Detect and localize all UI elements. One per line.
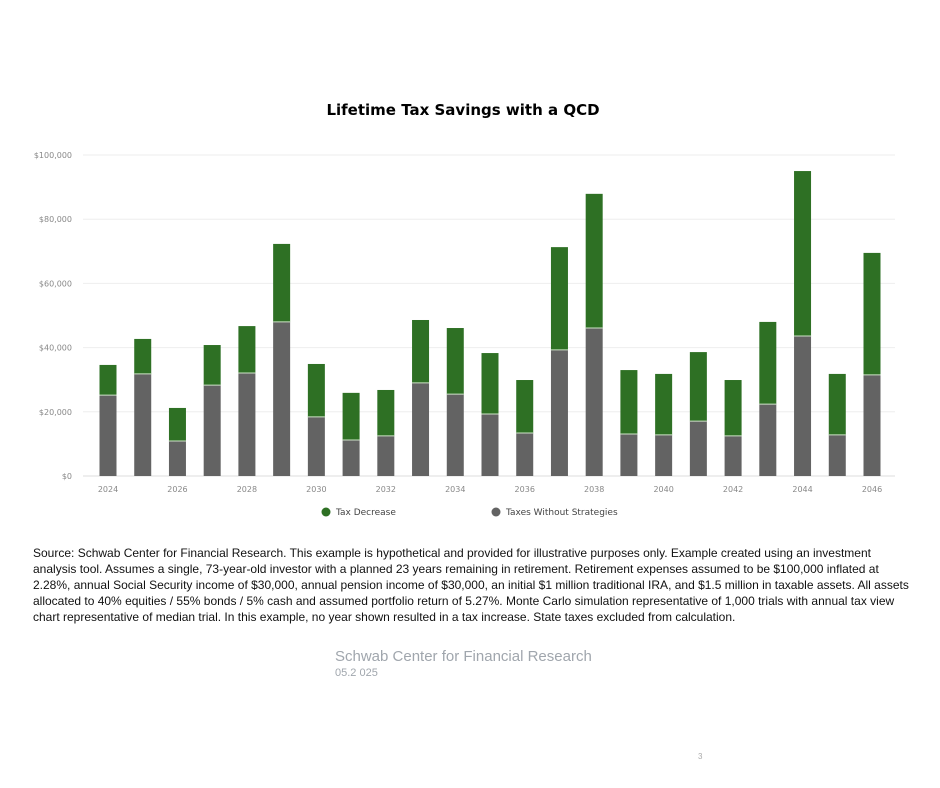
bar-taxes-without-strategies [585,328,603,476]
bar-tax-decrease [794,171,812,337]
bar-tax-decrease [724,380,742,436]
bar-taxes-without-strategies [863,374,881,476]
bar-taxes-without-strategies [516,432,534,476]
bar-taxes-without-strategies [342,440,360,476]
bar-taxes-without-strategies [550,349,568,476]
bar-taxes-without-strategies [655,434,673,476]
legend-marker [491,507,501,517]
y-tick-label: $60,000 [39,279,72,288]
bar-tax-decrease [759,321,777,405]
bar-tax-decrease [99,364,117,396]
bar-taxes-without-strategies [134,373,152,476]
bar-tax-decrease [481,353,499,415]
x-tick-label: 2028 [237,485,257,494]
legend-label: Tax Decrease [335,508,396,518]
bar-tax-decrease [273,243,291,322]
stacked-bar-chart: $0 $20,000 $40,000 $60,000 $80,000 $100,000 20… [34,151,895,518]
x-tick-label: 2026 [167,485,187,494]
bar-tax-decrease [168,407,186,442]
bar-taxes-without-strategies [828,434,846,476]
bar-tax-decrease [516,380,534,433]
bar-tax-decrease [134,338,152,374]
x-tick-label: 2034 [445,485,465,494]
bar-tax-decrease [412,319,430,383]
source-note: Source: Schwab Center for Financial Rese… [33,546,909,624]
x-tick-label: 2024 [98,485,118,494]
x-tick-label: 2030 [306,485,326,494]
bar-tax-decrease [238,326,256,373]
legend-label: Taxes Without Strategies [505,508,618,518]
footer-organization: Schwab Center for Financial Research [335,648,592,665]
bar-taxes-without-strategies [99,395,117,476]
page-number: 3 [698,752,703,761]
bar-tax-decrease [307,363,325,417]
x-tick-label: 2042 [723,485,743,494]
legend-marker [321,507,331,517]
bar-tax-decrease [655,373,673,435]
bar-taxes-without-strategies [238,372,256,476]
y-tick-label: $40,000 [39,344,72,353]
x-tick-label: 2038 [584,485,604,494]
bar-tax-decrease [863,252,881,375]
bar-taxes-without-strategies [689,421,707,476]
x-tick-label: 2032 [376,485,396,494]
bar-taxes-without-strategies [203,385,221,476]
bar-tax-decrease [446,328,464,395]
bar-tax-decrease [828,373,846,435]
bar-taxes-without-strategies [446,394,464,476]
bar-taxes-without-strategies [307,416,325,476]
bar-taxes-without-strategies [759,404,777,476]
y-tick-label: $80,000 [39,215,72,224]
bar-tax-decrease [377,389,395,436]
bar-taxes-without-strategies [412,382,430,476]
y-tick-label: $20,000 [39,408,72,417]
bar-taxes-without-strategies [620,433,638,476]
bar-tax-decrease [342,392,360,441]
bar-taxes-without-strategies [377,435,395,476]
chart-title: Lifetime Tax Savings with a QCD [326,101,600,119]
bar-tax-decrease [689,352,707,422]
bar-taxes-without-strategies [168,441,186,476]
bar-tax-decrease [585,193,603,329]
x-tick-label: 2046 [862,485,882,494]
bar-taxes-without-strategies [481,414,499,476]
bar-tax-decrease [550,247,568,350]
bar-taxes-without-strategies [273,321,291,476]
x-tick-label: 2040 [653,485,673,494]
x-tick-label: 2044 [792,485,812,494]
bar-tax-decrease [203,345,221,386]
footer-date: 05.2 025 [335,667,378,679]
bar-taxes-without-strategies [724,435,742,476]
y-tick-label: $100,000 [34,151,72,160]
x-tick-label: 2036 [515,485,535,494]
y-tick-label: $0 [62,472,72,481]
bar-taxes-without-strategies [794,336,812,476]
bar-tax-decrease [620,370,638,434]
